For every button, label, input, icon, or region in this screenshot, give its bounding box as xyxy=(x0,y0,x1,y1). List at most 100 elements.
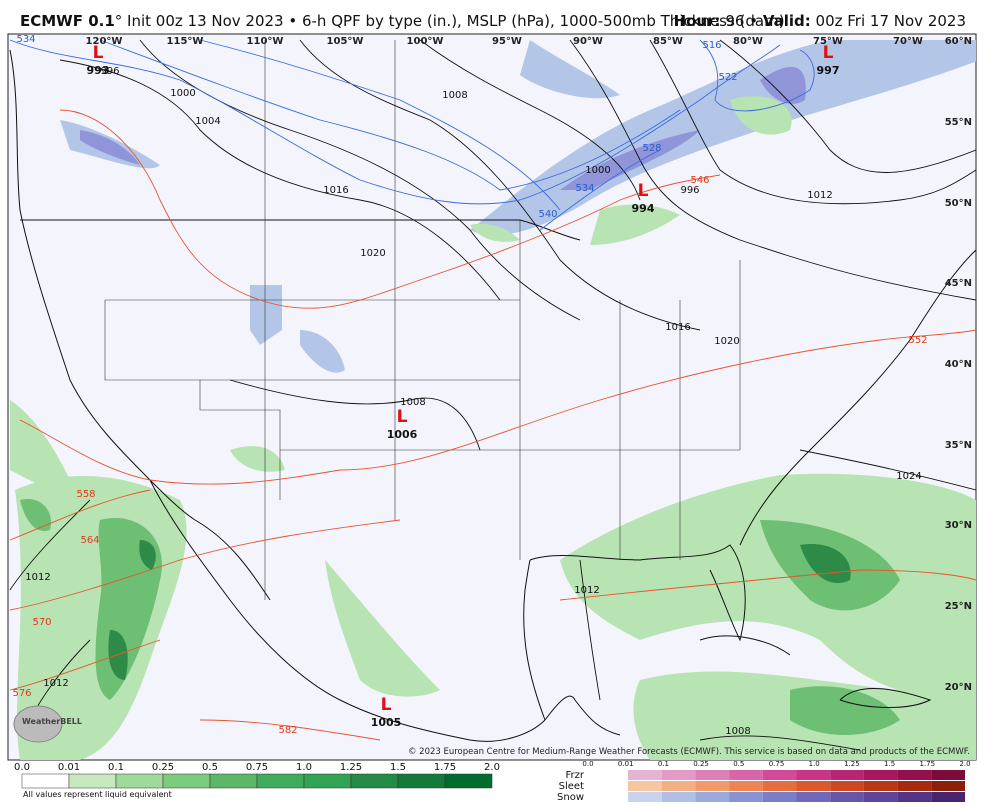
colorbar-cell xyxy=(209,773,258,789)
colorbar-cell xyxy=(444,773,493,789)
separator: • xyxy=(749,12,759,30)
isobar-label: 1016 xyxy=(323,185,348,196)
colorbar-cell xyxy=(350,773,399,789)
precip-type-tick-label: 1.0 xyxy=(809,760,820,768)
longitude-label: 110°W xyxy=(247,36,284,47)
isobar-label: 1008 xyxy=(725,726,750,737)
low-pressure: 997 xyxy=(817,64,840,77)
precip-type-label: Snow xyxy=(557,792,584,803)
colorbar-cell xyxy=(830,770,864,780)
precip-type-tick-label: 0.1 xyxy=(658,760,669,768)
init-text: ° Init 00z 13 Nov 2023 • 6-h QPF by type… xyxy=(114,12,785,30)
thickness-label: 540 xyxy=(538,209,557,220)
hour-label: Hour: xyxy=(673,12,721,30)
colorbar-cell xyxy=(397,773,446,789)
precip-type-tick-label: 0.0 xyxy=(582,760,593,768)
thickness-label: 552 xyxy=(908,335,927,346)
colorbar-cell xyxy=(897,770,932,780)
isobar-label: 996 xyxy=(100,66,119,77)
low-symbol: L xyxy=(381,695,392,715)
colorbar-cell xyxy=(863,792,898,802)
longitude-label: 75°W xyxy=(813,36,843,47)
colorbar-cell xyxy=(762,792,797,802)
precip-type-tick-label: 1.75 xyxy=(920,760,936,768)
colorbar-tick-label: 0.75 xyxy=(246,762,268,773)
colorbar-cell xyxy=(796,781,831,791)
latitude-label: 40°N xyxy=(945,359,972,370)
longitude-label: 120°W xyxy=(86,36,123,47)
thickness-cold xyxy=(9,39,815,231)
colorbar-cell xyxy=(68,773,117,789)
colorbar-cell xyxy=(897,792,932,802)
isobar-label: 1012 xyxy=(25,572,50,583)
colorbar-cell xyxy=(628,792,662,802)
colorbar-cell xyxy=(303,773,352,789)
map-frame xyxy=(7,33,977,761)
precip-type-tick-label: 1.5 xyxy=(884,760,895,768)
latitude-label: 25°N xyxy=(945,601,972,612)
heavy-snow xyxy=(80,66,806,190)
longitude-label: 70°W xyxy=(893,36,923,47)
hour: 96 xyxy=(725,12,745,30)
low-pressure: 1005 xyxy=(371,716,402,729)
thickness-warm xyxy=(9,109,976,741)
colorbar-cell xyxy=(863,770,898,780)
colorbar-tick-label: 1.25 xyxy=(340,762,362,773)
latitude-label: 45°N xyxy=(945,278,972,289)
colorbar-cell xyxy=(162,773,211,789)
copyright: © 2023 European Centre for Medium-Range … xyxy=(408,747,970,757)
low-symbol: L xyxy=(823,43,834,63)
colorbar-cell xyxy=(661,770,696,780)
colorbar-cell xyxy=(628,770,662,780)
precip-type-tick-label: 0.5 xyxy=(733,760,744,768)
colorbar-tick-label: 0.25 xyxy=(152,762,174,773)
low-pressure: 994 xyxy=(632,202,655,215)
colorbar-cell xyxy=(762,781,797,791)
thickness-label: 558 xyxy=(76,489,95,500)
colorbar-cell xyxy=(661,781,696,791)
colorbar-cell xyxy=(21,773,70,789)
longitude-label: 115°W xyxy=(167,36,204,47)
colorbar-cell xyxy=(661,792,696,802)
logo: WeatherBELL xyxy=(22,717,82,726)
colorbar-cell xyxy=(863,781,898,791)
low-pressure: 1006 xyxy=(387,428,418,441)
colorbar-cell xyxy=(695,792,730,802)
colorbar-note: All values represent liquid equivalent xyxy=(23,790,172,799)
longitude-label: 85°W xyxy=(653,36,683,47)
latitude-label: 30°N xyxy=(945,520,972,531)
thickness-label: 516 xyxy=(702,40,721,51)
valid-label: Valid: xyxy=(762,12,811,30)
latitude-label: 60°N xyxy=(945,36,972,47)
isobar-label: 1000 xyxy=(585,165,610,176)
latitude-label: 35°N xyxy=(945,440,972,451)
longitude-label: 80°W xyxy=(733,36,763,47)
isobar-label: 1000 xyxy=(170,88,195,99)
low-pressure: 993 xyxy=(87,64,110,77)
model-name: ECMWF 0.1 xyxy=(20,12,115,30)
low-symbol: L xyxy=(397,407,408,427)
longitude-label: 100°W xyxy=(407,36,444,47)
colorbar-cell xyxy=(762,770,797,780)
latitude-label: 20°N xyxy=(945,682,972,693)
isobar-label: 1012 xyxy=(574,585,599,596)
colorbar-cell xyxy=(830,792,864,802)
thickness-label: 564 xyxy=(80,535,99,546)
thickness-label: 528 xyxy=(642,143,661,154)
borders xyxy=(9,40,976,742)
thickness-label: 576 xyxy=(12,688,31,699)
isobar-label: 996 xyxy=(680,185,699,196)
colorbar-tick-label: 2.0 xyxy=(484,762,500,773)
colorbar-cell xyxy=(897,781,932,791)
isobar-label: 1020 xyxy=(714,336,739,347)
thickness-label: 522 xyxy=(718,72,737,83)
thickness-label: 534 xyxy=(16,34,35,45)
precip-type-label: Frzr xyxy=(566,770,585,781)
valid: 00z Fri 17 Nov 2023 xyxy=(815,12,966,30)
title: ECMWF 0.1° Init 00z 13 Nov 2023 • 6-h QP… xyxy=(20,12,785,30)
precip-type-label: Sleet xyxy=(559,781,584,792)
isobar-label: 1024 xyxy=(896,471,921,482)
valid-time: Hour: 96 • Valid: 00z Fri 17 Nov 2023 xyxy=(674,12,966,30)
